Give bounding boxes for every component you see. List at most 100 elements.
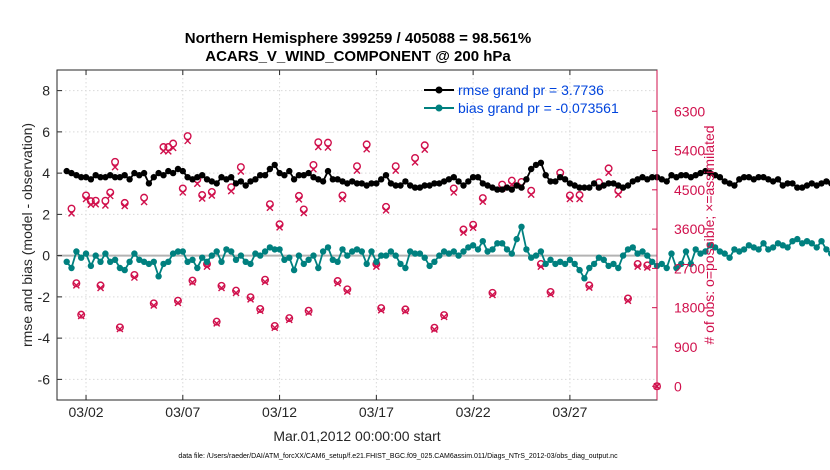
obs-assimilated-marker <box>334 279 342 287</box>
obs-assimilated-marker <box>188 278 196 286</box>
rmse-point <box>726 180 733 187</box>
bias-point <box>232 256 240 263</box>
bias-point <box>537 248 545 255</box>
rmse-point <box>232 180 240 187</box>
obs-assimilated-marker <box>401 307 409 315</box>
rmse-point <box>489 184 496 191</box>
obs-assimilated-marker <box>363 145 371 153</box>
bias-point <box>353 246 361 253</box>
rmse-point <box>169 169 177 177</box>
bias-point <box>194 264 201 272</box>
rmse-point <box>373 180 380 187</box>
rmse-point <box>349 178 356 185</box>
y-left-tick-label: 8 <box>42 83 50 99</box>
rmse-point <box>213 180 220 187</box>
bias-point <box>668 250 675 257</box>
rmse-point <box>136 172 143 179</box>
obs-assimilated-marker <box>256 307 264 315</box>
obs-assimilated-marker <box>314 143 322 151</box>
rmse-point <box>261 172 269 179</box>
obs-possible-marker <box>101 196 110 205</box>
rmse-point <box>179 167 186 175</box>
bias-series <box>63 223 830 282</box>
bias-point <box>368 248 375 255</box>
bias-point <box>324 244 332 251</box>
bias-point <box>102 250 109 257</box>
bias-point <box>116 264 124 272</box>
obs-possible-marker <box>72 279 81 288</box>
bias-point <box>252 250 259 257</box>
bias-point <box>716 248 724 255</box>
obs-possible-marker <box>401 305 410 314</box>
rmse-point <box>271 161 278 169</box>
obs-assimilated-marker <box>372 263 380 271</box>
bias-point <box>189 256 196 263</box>
rmse-point <box>566 180 574 187</box>
rmse-point <box>208 178 215 185</box>
bias-point <box>92 252 99 259</box>
rmse-point <box>455 178 462 185</box>
rmse-point <box>571 182 578 189</box>
rmse-point <box>140 169 148 177</box>
rmse-point <box>421 182 428 189</box>
rmse-point <box>687 174 695 181</box>
obs-assimilated-marker <box>169 144 177 152</box>
obs-assimilated-marker <box>295 195 303 203</box>
y-left-tick-label: 0 <box>42 248 50 264</box>
rmse-point <box>697 169 704 177</box>
rmse-point <box>499 186 506 193</box>
rmse-point <box>392 182 399 189</box>
bias-point <box>610 260 617 268</box>
y-left-tick-label: -6 <box>38 371 51 387</box>
rmse-point <box>155 169 162 177</box>
y-left-tick-label: -4 <box>38 330 51 346</box>
obs-assimilated-marker <box>261 278 269 286</box>
rmse-point <box>474 174 482 181</box>
bias-point <box>765 246 772 253</box>
obs-assimilated-marker <box>377 306 385 314</box>
obs-assimilated-marker <box>382 206 390 214</box>
bias-point <box>779 242 786 249</box>
obs-possible-marker <box>173 296 182 305</box>
obs-assimilated-marker <box>430 326 438 333</box>
rmse-point <box>73 172 80 179</box>
bias-point <box>513 235 520 243</box>
rmse-point <box>605 180 612 187</box>
x-tick-label: 03/07 <box>165 404 200 420</box>
bias-point <box>247 260 254 268</box>
rmse-point <box>402 178 409 185</box>
bias-point <box>160 260 167 268</box>
bias-point <box>499 240 506 247</box>
obs-assimilated-marker <box>276 223 284 231</box>
bias-point <box>450 248 457 255</box>
rmse-point <box>789 180 796 187</box>
bias-point <box>455 252 462 259</box>
bias-point <box>387 248 395 255</box>
bias-point <box>344 252 351 259</box>
rmse-point <box>731 182 738 189</box>
rmse-point <box>465 178 472 185</box>
obs-possible-marker <box>440 311 449 320</box>
bias-point <box>426 262 433 270</box>
obs-assimilated-marker <box>116 325 124 333</box>
rmse-point <box>658 176 665 183</box>
bias-point <box>121 266 128 274</box>
rmse-point <box>310 174 317 181</box>
rmse-point <box>750 176 757 183</box>
bias-point <box>82 250 90 257</box>
bias-point <box>440 248 448 255</box>
rmse-point <box>629 178 636 185</box>
rmse-point <box>808 180 815 187</box>
rmse-point <box>397 182 404 189</box>
obs-assimilated-marker <box>101 202 109 210</box>
rmse-series <box>63 159 830 193</box>
rmse-point <box>682 172 690 179</box>
bias-point <box>402 264 409 272</box>
obs-assimilated-marker <box>459 229 467 237</box>
obs-assimilated-marker <box>174 299 182 307</box>
bias-point <box>107 258 114 265</box>
bias-point <box>644 252 651 259</box>
rmse-point <box>784 180 791 187</box>
rmse-point <box>745 174 753 181</box>
bias-point <box>692 246 699 253</box>
